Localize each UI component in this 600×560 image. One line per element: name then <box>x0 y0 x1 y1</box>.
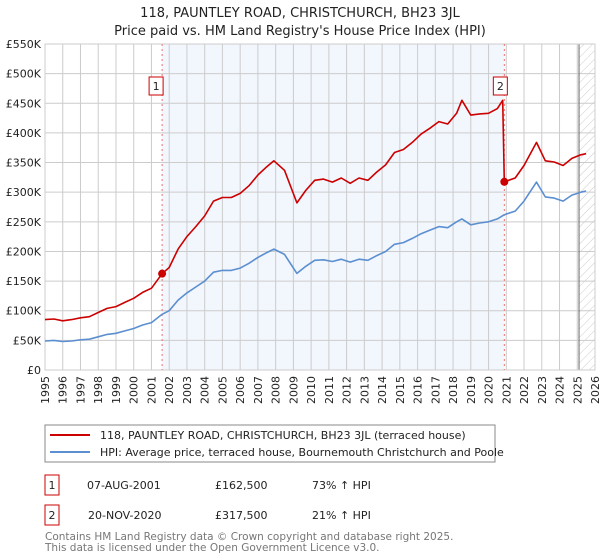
x-tick-label: 2002 <box>163 376 176 404</box>
y-tick-label: £0 <box>27 364 41 377</box>
x-tick-label: 1999 <box>110 376 123 404</box>
x-tick-label: 2009 <box>287 376 300 404</box>
x-tick-label: 2011 <box>323 376 336 404</box>
x-tick-label: 2023 <box>536 376 549 404</box>
sale-row-2: 2 20-NOV-2020 £317,500 21% ↑ HPI <box>44 504 371 526</box>
y-tick-label: £100K <box>6 305 42 318</box>
legend-label-hpi: HPI: Average price, terraced house, Bour… <box>100 446 504 459</box>
x-tick-label: 2006 <box>234 376 247 404</box>
x-tick-label: 2021 <box>500 376 513 404</box>
sale-date: 07-AUG-2001 <box>87 479 161 492</box>
sales-table: 1 07-AUG-2001 £162,500 73% ↑ HPI 2 20-NO… <box>44 474 371 526</box>
x-tick-label: 2018 <box>447 376 460 404</box>
y-tick-label: £300K <box>6 186 42 199</box>
sale-price: £162,500 <box>215 479 268 492</box>
forecast-hatch <box>579 44 595 370</box>
sale-hpi-diff: 21% ↑ HPI <box>312 509 371 522</box>
x-tick-label: 2020 <box>483 376 496 404</box>
sale-date: 20-NOV-2020 <box>88 509 162 522</box>
y-tick-label: £550K <box>6 38 42 51</box>
sale-price: £317,500 <box>215 509 268 522</box>
sale-annotation-box <box>148 76 164 96</box>
x-tick-label: 2003 <box>181 376 194 404</box>
sale-point-1 <box>158 269 167 278</box>
property-price-line <box>44 99 587 322</box>
sale-annotation-label: 2 <box>497 80 504 93</box>
x-tick-label: 2024 <box>554 376 567 404</box>
shaded-period <box>162 44 505 370</box>
x-tick-label: 2014 <box>376 376 389 404</box>
x-tick-label: 2010 <box>305 376 318 404</box>
sale-row-1: 1 07-AUG-2001 £162,500 73% ↑ HPI <box>44 474 371 496</box>
y-tick-label: £250K <box>6 216 42 229</box>
chart-title: 118, PAUNTLEY ROAD, CHRISTCHURCH, BH23 3… <box>140 6 460 21</box>
sale-annotation-label: 1 <box>153 80 160 93</box>
sale-marker-label: 2 <box>49 509 56 522</box>
x-tick-label: 1998 <box>92 376 105 404</box>
sale-annotation-box <box>492 76 508 96</box>
y-tick-label: £50K <box>13 334 42 347</box>
x-tick-label: 1995 <box>39 376 52 404</box>
x-tick-label: 2013 <box>358 376 371 404</box>
x-tick-label: 2022 <box>518 376 531 404</box>
y-tick-label: £150K <box>6 275 42 288</box>
x-tick-label: 2000 <box>128 376 141 404</box>
x-tick-label: 1996 <box>57 376 70 404</box>
y-tick-label: £350K <box>6 157 42 170</box>
footer-licence: This data is licensed under the Open Gov… <box>44 542 380 554</box>
x-tick-label: 2005 <box>216 376 229 404</box>
legend-label-property: 118, PAUNTLEY ROAD, CHRISTCHURCH, BH23 3… <box>100 429 466 442</box>
x-tick-label: 1997 <box>74 376 87 404</box>
legend: 118, PAUNTLEY ROAD, CHRISTCHURCH, BH23 3… <box>44 424 504 463</box>
x-tick-label: 2012 <box>341 376 354 404</box>
x-tick-label: 2004 <box>199 376 212 404</box>
sale-point-2 <box>500 177 509 186</box>
x-tick-label: 2008 <box>270 376 283 404</box>
y-tick-label: £450K <box>6 97 42 110</box>
x-tick-label: 2001 <box>145 376 158 404</box>
y-tick-label: £200K <box>6 245 42 258</box>
chart-subtitle: Price paid vs. HM Land Registry's House … <box>114 24 486 39</box>
x-tick-label: 2019 <box>465 376 478 404</box>
x-tick-label: 2017 <box>429 376 442 404</box>
sale-hpi-diff: 73% ↑ HPI <box>312 479 371 492</box>
sale-marker-label: 1 <box>49 479 56 492</box>
x-tick-label: 2016 <box>412 376 425 404</box>
hpi-line <box>44 181 587 343</box>
x-tick-label: 2007 <box>252 376 265 404</box>
y-tick-label: £500K <box>6 68 42 81</box>
x-tick-label: 2025 <box>571 376 584 404</box>
x-tick-label: 2026 <box>589 376 600 404</box>
footer-copyright: Contains HM Land Registry data © Crown c… <box>45 531 453 543</box>
plot-frame <box>44 43 596 371</box>
x-tick-label: 2015 <box>394 376 407 404</box>
y-tick-label: £400K <box>6 127 42 140</box>
